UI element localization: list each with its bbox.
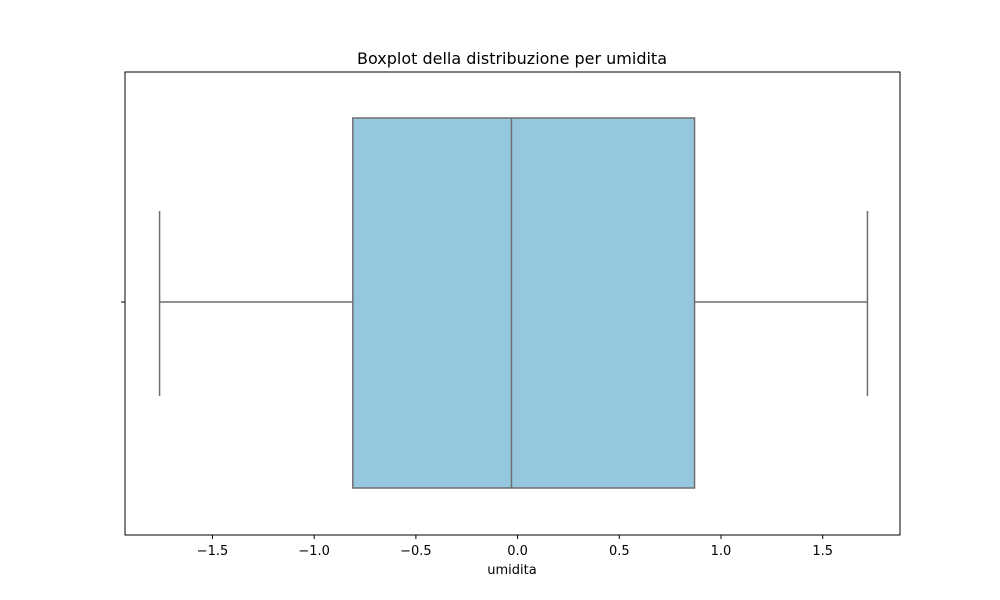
x-tick-label: −1.5 <box>197 544 229 559</box>
x-tick-label: 0.5 <box>609 544 630 559</box>
axes-frame <box>124 71 901 536</box>
plot-area <box>124 71 901 536</box>
x-axis-ticks: −1.5 −1.0 −0.5 0.0 0.5 1.0 1.5 <box>121 301 833 559</box>
x-tick-label: −1.0 <box>298 544 330 559</box>
iqr-box <box>352 117 696 489</box>
chart-title: Boxplot della distribuzione per umidita <box>357 49 667 68</box>
x-tick-label: 1.0 <box>711 544 732 559</box>
x-tick-label: 1.5 <box>812 544 833 559</box>
x-tick-label: −0.5 <box>400 544 432 559</box>
x-tick-label: 0.0 <box>507 544 528 559</box>
x-axis-label: umidita <box>487 563 536 578</box>
